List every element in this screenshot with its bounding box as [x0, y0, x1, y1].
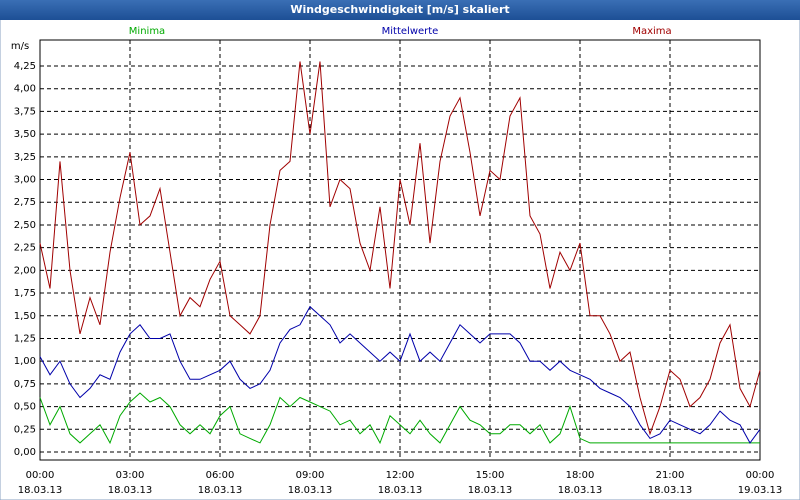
x-tick-label: 00:00	[746, 470, 775, 481]
legend-label: Maxima	[632, 26, 671, 37]
x-tick-date: 18.03.13	[108, 485, 153, 496]
x-tick-date: 18.03.13	[648, 485, 693, 496]
series-line	[39, 61, 761, 436]
chart-title: Windgeschwindigkeit [m/s] skaliert	[290, 3, 509, 16]
x-tick-label: 06:00	[206, 470, 235, 481]
x-tick-date: 18.03.13	[468, 485, 513, 496]
x-tick-label: 15:00	[476, 470, 505, 481]
y-tick-label: 1,25	[14, 333, 36, 344]
y-tick-label: 1,00	[14, 356, 36, 367]
legend-label: Mittelwerte	[382, 26, 439, 37]
y-tick-label: 0,50	[14, 402, 36, 413]
y-tick-label: 4,00	[14, 84, 36, 95]
x-tick-label: 18:00	[566, 470, 595, 481]
x-tick-label: 03:00	[116, 470, 145, 481]
y-tick-label: 0,00	[14, 447, 36, 458]
y-tick-label: 0,25	[14, 424, 36, 435]
y-tick-label: 1,50	[14, 311, 36, 322]
x-tick-label: 09:00	[296, 470, 325, 481]
x-tick-label: 21:00	[656, 470, 685, 481]
legend-label: Minima	[129, 26, 165, 37]
y-tick-label: 3,00	[14, 175, 36, 186]
y-tick-label: 3,25	[14, 152, 36, 163]
x-tick-date: 18.03.13	[18, 485, 63, 496]
y-tick-label: 2,25	[14, 243, 36, 254]
x-tick-date: 18.03.13	[288, 485, 333, 496]
title-bar	[0, 0, 800, 20]
y-tick-label: 2,50	[14, 220, 36, 231]
y-tick-label: 0,75	[14, 379, 36, 390]
y-unit: m/s	[11, 41, 29, 52]
x-tick-label: 12:00	[386, 470, 415, 481]
y-tick-label: 4,25	[14, 61, 36, 72]
x-tick-date: 19.03.13	[738, 485, 783, 496]
y-tick-label: 3,75	[14, 106, 36, 117]
series-line	[39, 392, 760, 445]
y-tick-label: 1,75	[14, 288, 36, 299]
x-tick-date: 18.03.13	[198, 485, 243, 496]
y-tick-label: 3,50	[14, 129, 36, 140]
series-line	[39, 305, 761, 444]
x-tick-date: 18.03.13	[378, 485, 423, 496]
x-tick-date: 18.03.13	[558, 485, 603, 496]
y-tick-label: 2,00	[14, 265, 36, 276]
y-tick-label: 2,75	[14, 197, 36, 208]
x-tick-label: 00:00	[26, 470, 55, 481]
